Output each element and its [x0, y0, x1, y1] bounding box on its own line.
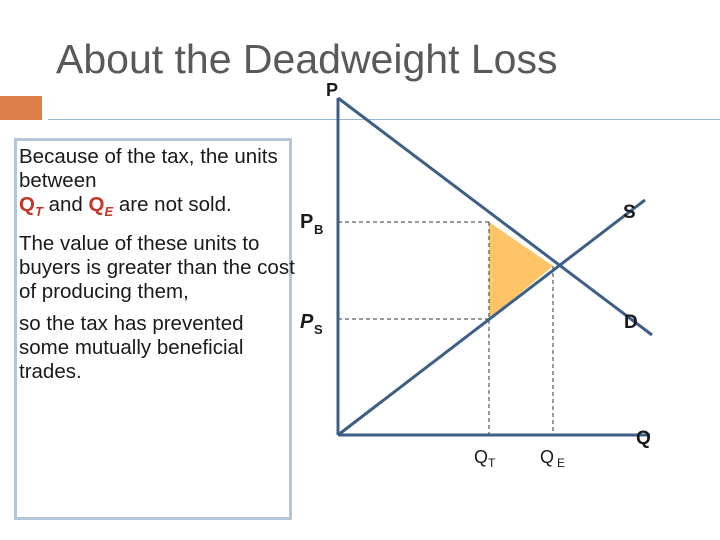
svg-text:Q: Q: [474, 447, 488, 467]
q-t-symbol: QT: [19, 193, 43, 220]
supply-curve: [337, 198, 646, 437]
text-line-q: QT and QE are not sold.: [19, 193, 299, 224]
svg-text:S: S: [314, 322, 323, 337]
svg-text:E: E: [557, 456, 565, 470]
text-paragraph-3: so the tax has prevented some mutually b…: [19, 312, 244, 384]
supply-label: S: [623, 202, 636, 223]
demand-curve: [337, 96, 653, 337]
qe-label: Q E: [540, 447, 565, 470]
svg-text:P: P: [300, 311, 314, 333]
quantity-axis-label: Q: [636, 428, 651, 449]
not-sold-text: are not sold.: [118, 193, 232, 216]
deadweight-loss-triangle: [489, 222, 553, 319]
demand-label: D: [624, 312, 638, 333]
text-paragraph-2: The value of these units to buyers is gr…: [19, 232, 295, 304]
pb-label: P B: [300, 211, 323, 237]
q-e-symbol: QE: [88, 193, 114, 220]
slide-title: About the Deadweight Loss: [56, 36, 558, 82]
svg-text:B: B: [314, 222, 323, 237]
svg-text:P: P: [300, 211, 313, 233]
price-axis-label: P: [326, 80, 338, 100]
accent-bar-blue: [48, 96, 720, 120]
svg-text:T: T: [488, 456, 496, 470]
svg-text:Q: Q: [540, 447, 554, 467]
accent-line: [48, 119, 720, 120]
text-panel: [14, 138, 292, 520]
and-word: and: [48, 193, 83, 216]
qt-label: Q T: [474, 447, 496, 470]
explanation-text: Because of the tax, the units between QT…: [19, 145, 299, 384]
text-line-1: Because of the tax, the units between: [19, 145, 278, 192]
accent-bar-orange: [0, 96, 42, 120]
ps-label: P S: [300, 311, 323, 337]
